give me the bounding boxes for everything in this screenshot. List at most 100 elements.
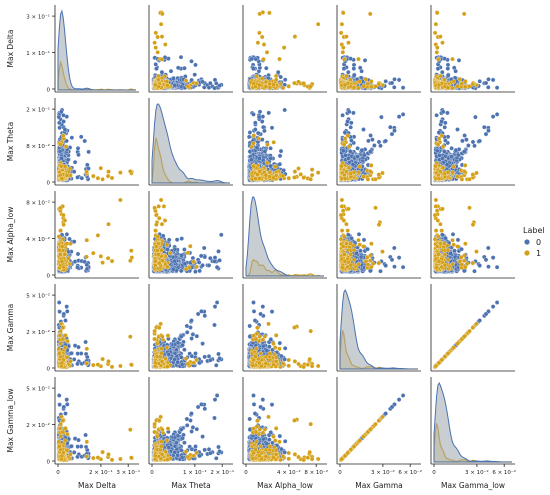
point-label-1 — [264, 80, 268, 84]
point-label-1 — [257, 177, 261, 181]
point-label-1 — [268, 170, 272, 174]
point-label-1 — [357, 86, 361, 90]
point-label-1 — [118, 171, 122, 175]
kde-label-0 — [152, 104, 230, 183]
point-label-1 — [282, 46, 286, 50]
point-label-0 — [390, 81, 394, 85]
point-label-1 — [302, 81, 306, 85]
point-label-1 — [450, 57, 454, 61]
point-label-0 — [66, 158, 70, 162]
point-label-1 — [436, 57, 440, 61]
point-label-0 — [193, 63, 197, 67]
point-label-1 — [296, 80, 300, 84]
point-label-0 — [276, 70, 280, 74]
point-label-1 — [156, 35, 160, 39]
point-label-1 — [252, 134, 256, 138]
point-label-0 — [356, 146, 360, 150]
point-label-1 — [463, 79, 467, 83]
point-label-1 — [262, 42, 266, 46]
point-label-1 — [165, 84, 169, 88]
point-label-1 — [110, 176, 114, 180]
panel-max-delta-vs-max-alpha_low — [243, 5, 327, 92]
point-label-1 — [194, 81, 198, 85]
point-label-1 — [316, 22, 320, 26]
point-label-1 — [293, 170, 297, 174]
point-label-0 — [446, 73, 450, 77]
point-label-1 — [369, 79, 373, 83]
point-label-0 — [478, 79, 482, 83]
point-label-1 — [281, 86, 285, 90]
point-label-1 — [257, 31, 261, 35]
point-label-1 — [85, 170, 89, 174]
point-label-1 — [274, 78, 278, 82]
point-label-0 — [349, 125, 353, 129]
point-label-0 — [193, 73, 197, 77]
point-label-1 — [341, 11, 345, 15]
point-label-1 — [435, 11, 439, 15]
point-label-1 — [341, 50, 345, 54]
point-label-1 — [264, 85, 268, 89]
point-label-1 — [260, 35, 264, 39]
point-label-0 — [255, 146, 259, 150]
point-label-1 — [255, 173, 259, 177]
point-label-0 — [250, 57, 254, 61]
point-label-0 — [179, 55, 183, 59]
point-label-1 — [293, 35, 297, 39]
point-label-0 — [269, 156, 273, 160]
point-label-0 — [253, 121, 257, 125]
point-label-0 — [253, 127, 257, 131]
point-label-0 — [79, 135, 83, 139]
point-label-1 — [358, 80, 362, 84]
point-label-1 — [339, 31, 343, 35]
point-label-1 — [341, 46, 345, 50]
point-label-0 — [83, 139, 87, 143]
point-label-1 — [60, 177, 64, 181]
panel-max-delta-vs-max-gamma — [337, 5, 421, 92]
point-label-0 — [218, 84, 222, 88]
point-label-1 — [165, 80, 169, 84]
point-label-1 — [65, 173, 69, 177]
point-label-0 — [397, 78, 401, 82]
y-axis-label: Max Theta — [6, 122, 15, 161]
point-label-1 — [64, 145, 68, 149]
point-label-0 — [363, 58, 367, 62]
point-label-1 — [287, 84, 291, 88]
point-label-1 — [268, 174, 272, 178]
point-label-0 — [484, 81, 488, 85]
point-label-0 — [208, 81, 212, 85]
point-label-0 — [269, 146, 273, 150]
point-label-0 — [269, 164, 273, 168]
point-label-1 — [356, 57, 360, 61]
point-label-0 — [249, 158, 253, 162]
point-label-1 — [99, 166, 103, 170]
point-label-0 — [270, 126, 274, 130]
point-label-0 — [57, 115, 61, 119]
point-label-0 — [212, 86, 216, 90]
panel-max-theta-vs-max-theta — [149, 98, 233, 185]
point-label-0 — [176, 66, 180, 70]
point-label-0 — [257, 115, 261, 119]
point-label-1 — [153, 83, 157, 87]
point-label-0 — [283, 108, 287, 112]
point-label-0 — [248, 150, 252, 154]
point-label-0 — [342, 67, 346, 71]
point-label-1 — [153, 41, 157, 45]
point-label-0 — [267, 111, 271, 115]
point-label-0 — [384, 79, 388, 83]
point-label-0 — [247, 135, 251, 139]
point-label-0 — [457, 58, 461, 62]
point-label-1 — [154, 46, 158, 50]
point-label-1 — [281, 174, 285, 178]
point-label-1 — [344, 35, 348, 39]
point-label-0 — [278, 162, 282, 166]
point-label-1 — [343, 83, 347, 87]
point-label-0 — [257, 156, 261, 160]
point-label-0 — [392, 85, 396, 89]
point-label-1 — [460, 82, 464, 86]
point-label-0 — [361, 127, 365, 131]
y-tick-label: 3 × 10⁻¹ — [26, 14, 50, 21]
point-label-0 — [76, 146, 80, 150]
point-label-0 — [63, 127, 67, 131]
